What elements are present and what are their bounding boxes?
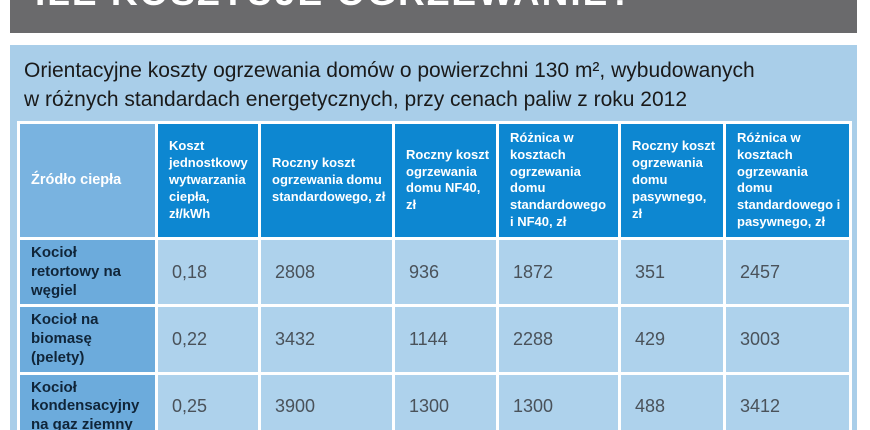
column-header-heat-source: Źródło ciepła [17, 120, 158, 241]
row-label: Kocioł retortowy na węgiel [17, 237, 158, 308]
intro-line-2: w różnych standardach energetycznych, pr… [24, 88, 688, 112]
cell-value: 3412 [723, 371, 852, 430]
column-header-unit-cost: Koszt jednostkowy wytwarzania ciepła, zł… [155, 120, 261, 241]
page-title: ILE KOSZTUJE OGRZEWANIE? [35, 0, 634, 14]
cell-value: 2808 [258, 237, 395, 308]
column-header-standard-house-cost: Roczny koszt ogrzewania domu standardowe… [258, 120, 395, 241]
cell-value: 1300 [496, 371, 621, 430]
table-header-row: Źródło ciepła Koszt jednostkowy wytwarza… [17, 120, 852, 241]
cell-value: 0,18 [155, 237, 261, 308]
row-label: Kocioł kondensacyjny na gaz ziemny [17, 371, 158, 430]
table-row: Kocioł na biomasę (pelety) 0,22 3432 114… [17, 304, 852, 375]
cell-value: 3900 [258, 371, 395, 430]
cell-value: 1300 [392, 371, 499, 430]
title-banner: ILE KOSZTUJE OGRZEWANIE? [10, 0, 857, 33]
cell-value: 3003 [723, 304, 852, 375]
cell-value: 1144 [392, 304, 499, 375]
cell-value: 429 [618, 304, 726, 375]
table-row: Kocioł kondensacyjny na gaz ziemny 0,25 … [17, 371, 852, 430]
intro-text: Orientacyjne koszty ogrzewania domów o p… [10, 45, 857, 115]
column-header-diff-standard-nf40: Różnica w kosztach ogrzewania domu stand… [496, 120, 621, 241]
cell-value: 0,25 [155, 371, 261, 430]
cell-value: 351 [618, 237, 726, 308]
cell-value: 2288 [496, 304, 621, 375]
column-header-passive-house-cost: Roczny koszt ogrzewania domu pasywnego, … [618, 120, 726, 241]
intro-line-1: Orientacyjne koszty ogrzewania domów o p… [24, 59, 755, 82]
heating-costs-table: Źródło ciepła Koszt jednostkowy wytwarza… [17, 120, 852, 430]
cell-value: 2457 [723, 237, 852, 308]
cell-value: 1872 [496, 237, 621, 308]
cell-value: 488 [618, 371, 726, 430]
cell-value: 3432 [258, 304, 395, 375]
row-label: Kocioł na biomasę (pelety) [17, 304, 158, 375]
column-header-diff-standard-passive: Różnica w kosztach ogrzewania domu stand… [723, 120, 852, 241]
column-header-nf40-house-cost: Roczny koszt ogrzewania domu NF40, zł [392, 120, 499, 241]
cell-value: 0,22 [155, 304, 261, 375]
cell-value: 936 [392, 237, 499, 308]
infographic-panel: Orientacyjne koszty ogrzewania domów o p… [10, 45, 857, 430]
table-row: Kocioł retortowy na węgiel 0,18 2808 936… [17, 237, 852, 308]
